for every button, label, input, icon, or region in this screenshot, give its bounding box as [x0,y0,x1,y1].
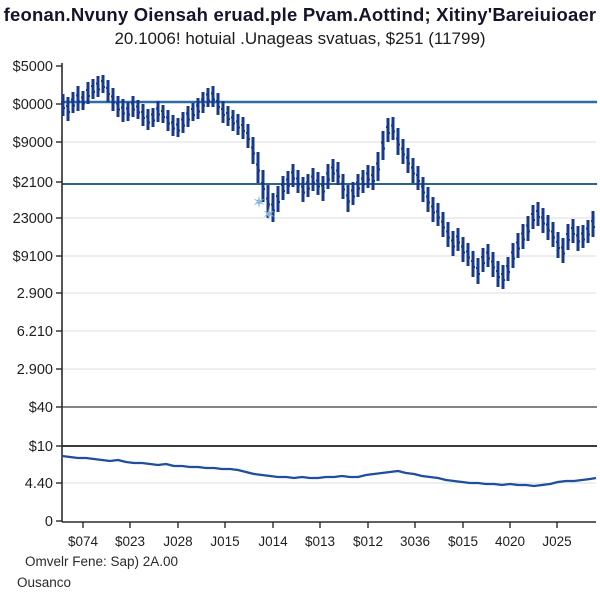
chart-subtitle: 20.1006! hotuial .Unageas svatuas, $251 … [114,29,486,48]
indicator-line [61,454,597,488]
y-axis-label: $0000 [13,97,53,113]
x-axis-label: $015 [448,534,478,549]
x-axis-label: J014 [258,534,288,549]
y-axis-label: $9100 [13,249,53,265]
y-axis-label: 6.210 [17,324,53,340]
y-axis-label: $10 [29,439,53,455]
star-marker: ✶ [262,205,276,224]
x-axis-label: $012 [353,534,383,549]
y-axis-label: $40 [29,400,53,416]
star-marker: ✶ [252,193,266,212]
y-axis-label: $5000 [13,59,53,75]
y-axis-label: 2.900 [17,286,53,302]
y-axis-label: 0 [45,514,53,530]
footer-source-line2: Ousanco [17,575,72,590]
y-axis-label: 2.900 [17,362,53,378]
x-axis-label: 3036 [400,534,430,549]
x-axis-label: J025 [542,534,571,549]
y-axis-label: 4.40 [25,476,53,492]
footer-source-line1: Omvelr Fene: Sap) 2A.00 [25,554,179,569]
x-axis-label: $023 [115,534,145,549]
chart-title: feonan.Nvuny Oiensah eruad.ple Pvam.Aott… [3,4,597,25]
x-axis-label: 4020 [495,534,525,549]
x-axis-label: $074 [68,534,99,549]
y-axis-label: $2100 [13,175,53,191]
y-axis-label: $9000 [13,135,53,151]
x-axis-label: J015 [210,534,239,549]
x-axis-label: $013 [305,534,335,549]
y-axis-label: 23000 [13,211,53,227]
x-axis-label: J028 [163,534,192,549]
